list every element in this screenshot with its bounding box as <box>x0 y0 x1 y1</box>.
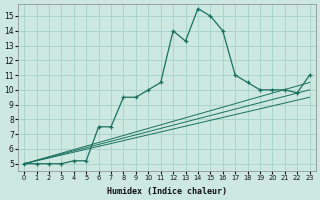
X-axis label: Humidex (Indice chaleur): Humidex (Indice chaleur) <box>107 187 227 196</box>
